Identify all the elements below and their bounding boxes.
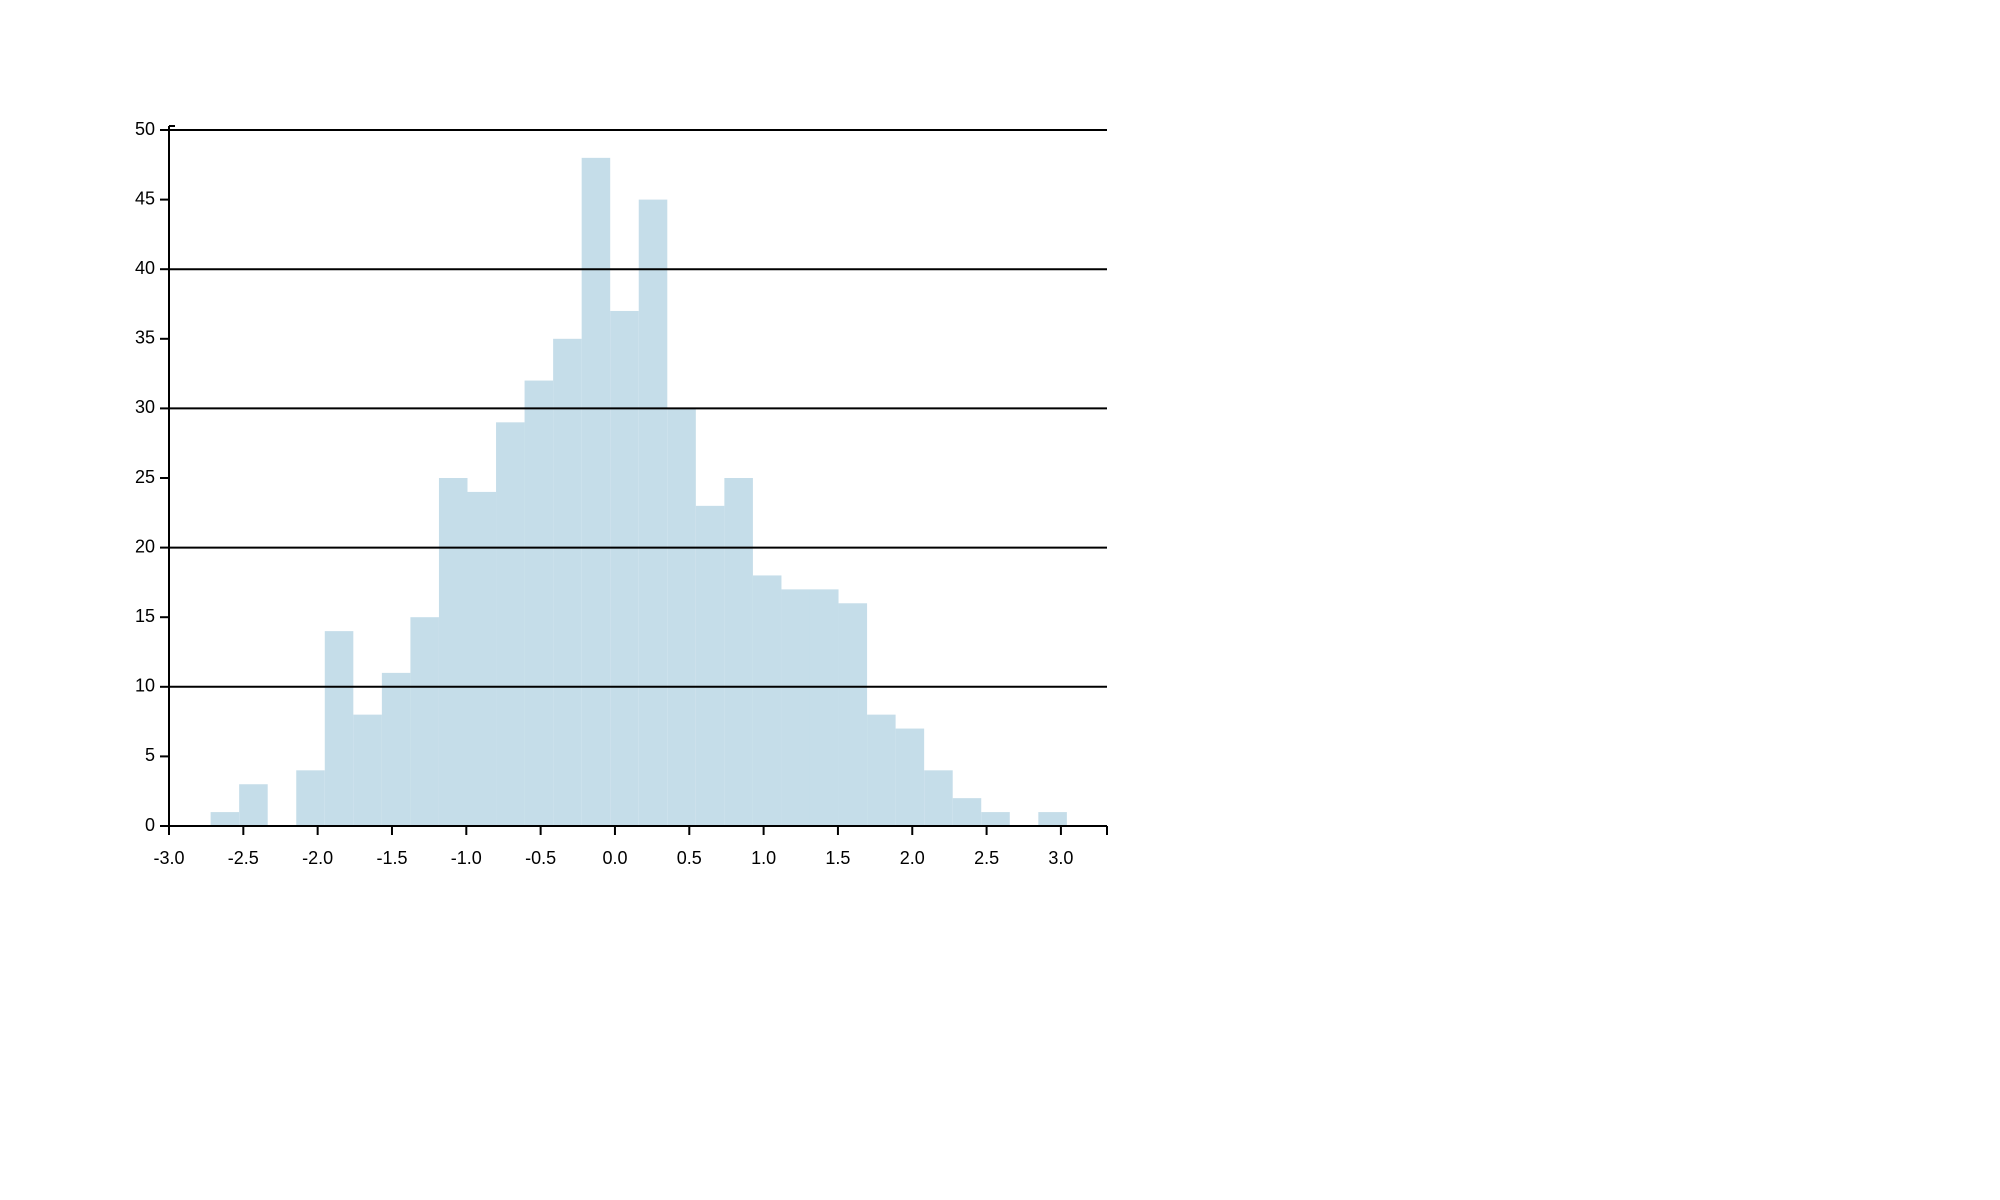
bar [1038, 812, 1067, 826]
bar [952, 798, 982, 826]
y-tick-label: 35 [135, 328, 155, 348]
y-tick-label: 50 [135, 119, 155, 139]
bar [809, 589, 839, 826]
bar [524, 380, 554, 826]
x-tick-label: -0.5 [525, 848, 556, 868]
bar [381, 672, 411, 826]
bar [695, 505, 725, 826]
y-tick-label: 45 [135, 188, 155, 208]
bar [838, 603, 868, 826]
x-tick-label: 0.0 [602, 848, 627, 868]
bar [724, 478, 753, 826]
bar [610, 310, 639, 827]
bar [667, 408, 696, 826]
y-tick-label: 15 [135, 606, 155, 626]
bar [553, 338, 582, 826]
bar [239, 784, 268, 826]
y-tick-label: 5 [145, 745, 155, 765]
y-tick-label: 25 [135, 467, 155, 487]
bar [924, 770, 953, 826]
x-tick-label: -1.0 [451, 848, 482, 868]
bar [467, 491, 497, 826]
bar [638, 199, 668, 827]
y-tick-label: 10 [135, 676, 155, 696]
y-tick-label: 0 [145, 815, 155, 835]
bar [895, 728, 925, 826]
x-tick-label: 2.5 [974, 848, 999, 868]
x-tick-label: -1.5 [376, 848, 407, 868]
bar [324, 631, 354, 826]
x-tick-label: 3.0 [1048, 848, 1073, 868]
x-tick-label: 1.0 [751, 848, 776, 868]
bar [496, 422, 525, 826]
bar [410, 617, 439, 826]
x-tick-label: -2.0 [302, 848, 333, 868]
y-tick-label: 30 [135, 397, 155, 417]
bar [296, 770, 325, 826]
x-tick-label: 0.5 [677, 848, 702, 868]
bar [867, 714, 896, 826]
bar [581, 157, 611, 827]
x-tick-label: -3.0 [153, 848, 184, 868]
bar [781, 589, 810, 826]
x-tick-label: 2.0 [900, 848, 925, 868]
bar [210, 812, 240, 826]
x-tick-label: 1.5 [825, 848, 850, 868]
bar [353, 714, 382, 826]
y-tick-label: 20 [135, 536, 155, 556]
bar [752, 575, 782, 826]
bar [981, 812, 1010, 826]
y-tick-label: 40 [135, 258, 155, 278]
x-tick-label: -2.5 [228, 848, 259, 868]
bar [438, 478, 468, 826]
